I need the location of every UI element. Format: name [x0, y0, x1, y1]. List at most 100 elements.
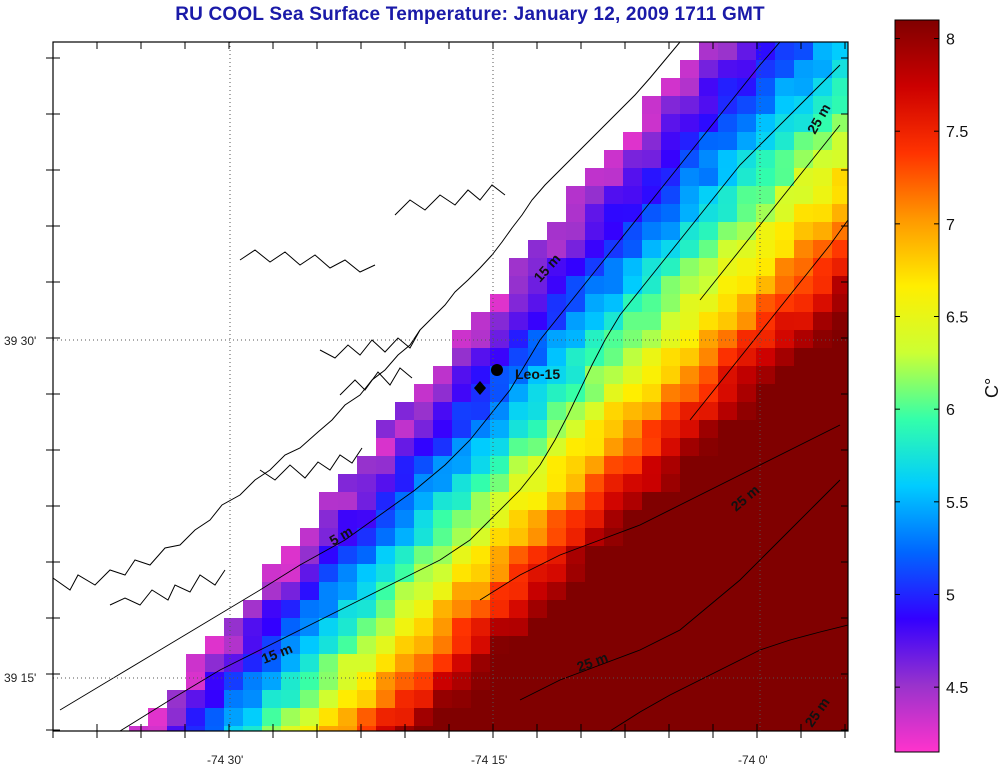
sst-cell: [433, 546, 453, 565]
sst-cell: [737, 294, 757, 313]
sst-cell: [680, 402, 700, 421]
sst-cell: [794, 708, 814, 727]
sst-cell: [832, 330, 848, 349]
sst-cell: [680, 564, 700, 583]
sst-cell: [832, 600, 848, 619]
colorbar-tick-label: 7: [946, 217, 955, 234]
sst-cell: [471, 582, 491, 601]
sst-cell: [775, 582, 795, 601]
sst-cell: [813, 96, 833, 115]
sst-cell: [661, 366, 681, 385]
sst-cell: [604, 582, 624, 601]
sst-cell: [775, 276, 795, 295]
sst-cell: [832, 420, 848, 439]
sst-cell: [395, 420, 415, 439]
sst-cell: [319, 708, 339, 727]
sst-cell: [699, 240, 719, 259]
sst-cell: [376, 654, 396, 673]
sst-cell: [319, 726, 339, 731]
sst-cell: [243, 654, 263, 673]
sst-cell: [699, 204, 719, 223]
sst-cell: [433, 708, 453, 727]
sst-cell: [509, 708, 529, 727]
sst-cell: [642, 438, 662, 457]
sst-cell: [452, 546, 472, 565]
sst-cell: [300, 528, 320, 547]
sst-cell: [395, 564, 415, 583]
station-marker-node-a[interactable]: [491, 364, 503, 376]
sst-cell: [642, 726, 662, 731]
sst-cell: [319, 528, 339, 547]
sst-cell: [585, 384, 605, 403]
sst-cell: [775, 654, 795, 673]
sst-cell: [528, 402, 548, 421]
sst-cell: [490, 330, 510, 349]
sst-cell: [414, 654, 434, 673]
sst-cell: [756, 402, 776, 421]
depth-contours: [59, 42, 848, 731]
sst-cell: [661, 618, 681, 637]
colorbar-unit-label: C°: [982, 378, 1002, 398]
sst-cell: [737, 636, 757, 655]
sst-cell: [376, 492, 396, 511]
sst-cell: [661, 258, 681, 277]
sst-cell: [528, 708, 548, 727]
sst-cell: [813, 564, 833, 583]
sst-cell: [813, 618, 833, 637]
sst-cell: [604, 384, 624, 403]
sst-cell: [509, 258, 529, 277]
sst-cell: [699, 168, 719, 187]
sst-cell: [680, 222, 700, 241]
station-marker-node-b[interactable]: [474, 381, 486, 395]
sst-cell: [319, 690, 339, 709]
sst-cell: [737, 330, 757, 349]
sst-cell: [281, 690, 301, 709]
sst-cell: [585, 708, 605, 727]
sst-cell: [661, 636, 681, 655]
sst-cell: [737, 150, 757, 169]
sst-cell: [756, 384, 776, 403]
sst-cell: [642, 114, 662, 133]
sst-cell: [661, 564, 681, 583]
sst-cell: [281, 672, 301, 691]
sst-cell: [623, 564, 643, 583]
sst-cell: [623, 546, 643, 565]
sst-cell: [243, 708, 263, 727]
sst-cell: [623, 492, 643, 511]
sst-cell: [813, 366, 833, 385]
sst-cell: [661, 78, 681, 97]
sst-cell: [661, 276, 681, 295]
sst-cell: [680, 636, 700, 655]
sst-cell: [775, 636, 795, 655]
sst-cell: [642, 384, 662, 403]
sst-cell: [718, 204, 738, 223]
sst-cell: [699, 528, 719, 547]
sst-cell: [737, 600, 757, 619]
sst-cell: [490, 582, 510, 601]
sst-cell: [604, 492, 624, 511]
sst-cell: [623, 726, 643, 731]
sst-cell: [832, 582, 848, 601]
sst-cell: [167, 690, 187, 709]
sst-cell: [395, 672, 415, 691]
sst-cell: [490, 474, 510, 493]
sst-cell: [528, 456, 548, 475]
sst-cell: [737, 690, 757, 709]
sst-cell: [623, 618, 643, 637]
sst-cell: [718, 708, 738, 727]
sst-cell: [585, 294, 605, 313]
sst-cell: [794, 132, 814, 151]
sst-cell: [319, 564, 339, 583]
station-leo15[interactable]: Leo-15: [474, 364, 560, 395]
sst-cell: [452, 402, 472, 421]
sst-cell: [224, 726, 244, 731]
sst-cell: [737, 132, 757, 151]
coastline-path: [53, 42, 681, 591]
sst-cell: [490, 726, 510, 731]
sst-cell: [775, 168, 795, 187]
sst-cell: [680, 474, 700, 493]
sst-cell: [680, 546, 700, 565]
sst-cell: [604, 150, 624, 169]
sst-cell: [566, 582, 586, 601]
sst-cell: [832, 510, 848, 529]
